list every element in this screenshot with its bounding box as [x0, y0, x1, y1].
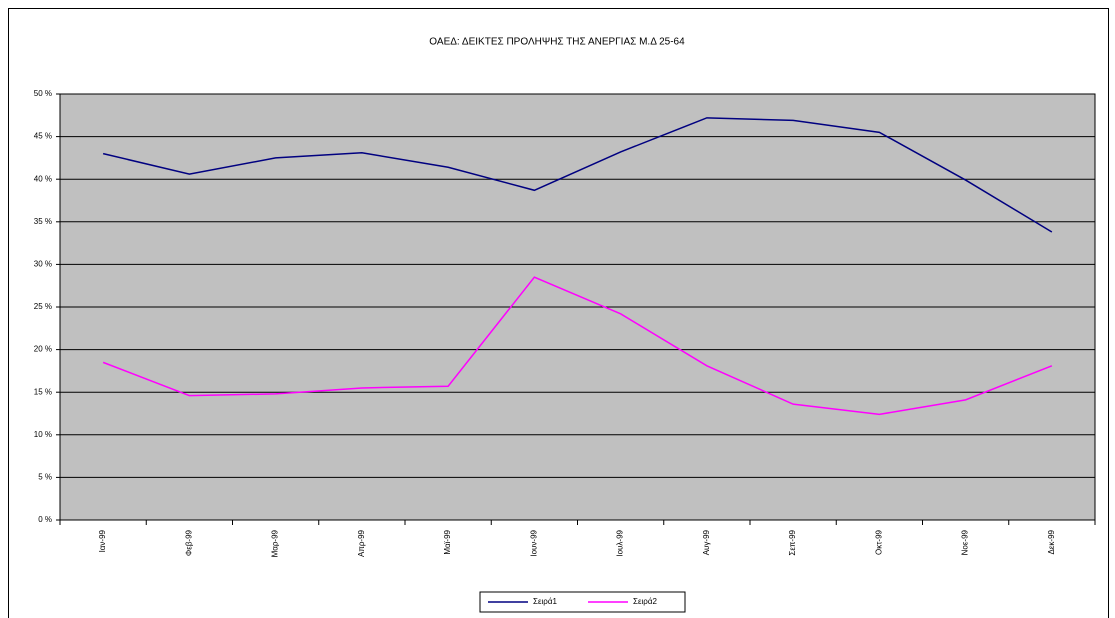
x-tick-label: Οκτ-99: [874, 529, 883, 554]
y-tick-label: 5 %: [38, 473, 52, 482]
x-tick-label: Ιουλ-99: [616, 529, 625, 556]
x-tick-label: Αυγ-99: [702, 529, 711, 555]
y-tick-label: 0 %: [38, 515, 52, 524]
y-tick-label: 15 %: [34, 387, 52, 396]
chart-title: ΟΑΕΔ: ΔΕΙΚΤΕΣ ΠΡΟΛΗΨΗΣ ΤΗΣ ΑΝΕΡΓΙΑΣ Μ.Δ …: [429, 37, 685, 48]
y-tick-label: 40 %: [34, 174, 52, 183]
y-tick-label: 30 %: [34, 260, 52, 269]
x-tick-label: Ιαν-99: [98, 529, 107, 552]
y-tick-label: 25 %: [34, 302, 52, 311]
y-tick-label: 10 %: [34, 430, 52, 439]
x-tick-label: Μαϊ-99: [443, 529, 452, 554]
series-line: [102, 117, 1053, 233]
series-line: [102, 276, 1053, 416]
x-tick-label: Μαρ-99: [271, 529, 280, 557]
x-tick-label: Νοε-99: [961, 529, 970, 555]
y-tick-label: 20 %: [34, 345, 52, 354]
legend-box: [479, 591, 686, 613]
y-tick-label: 45 %: [34, 132, 52, 141]
legend-label: Σειρά1: [533, 597, 557, 606]
x-tick-label: Δεκ-99: [1047, 529, 1056, 554]
x-tick-label: Απρ-99: [357, 529, 366, 557]
x-tick-label: Ιουν-99: [529, 529, 538, 556]
y-tick-label: 50 %: [34, 89, 52, 98]
legend-label: Σειρά2: [633, 597, 657, 606]
x-tick-label: Σεπ-99: [788, 529, 797, 555]
x-tick-label: Φεβ-99: [184, 529, 193, 556]
y-tick-label: 35 %: [34, 217, 52, 226]
